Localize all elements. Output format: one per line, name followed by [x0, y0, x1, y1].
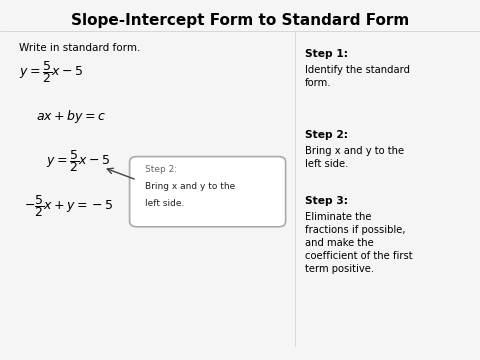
Text: Eliminate the
fractions if possible,
and make the
coefficient of the first
term : Eliminate the fractions if possible, and…	[305, 212, 412, 274]
Text: left side.: left side.	[145, 199, 185, 208]
Text: Step 1:: Step 1:	[305, 49, 348, 59]
Text: Step 3:: Step 3:	[305, 196, 348, 206]
Text: $ax+by=c$: $ax+by=c$	[36, 108, 106, 125]
Text: Write in standard form.: Write in standard form.	[19, 43, 141, 53]
Text: $y=\dfrac{5}{2}x-5$: $y=\dfrac{5}{2}x-5$	[46, 148, 110, 174]
Text: Step 2:: Step 2:	[305, 130, 348, 140]
Text: Slope-Intercept Form to Standard Form: Slope-Intercept Form to Standard Form	[71, 13, 409, 28]
Text: Bring x and y to the: Bring x and y to the	[145, 182, 236, 191]
Text: Identify the standard
form.: Identify the standard form.	[305, 65, 410, 87]
Text: Bring x and y to the
left side.: Bring x and y to the left side.	[305, 146, 404, 168]
FancyBboxPatch shape	[130, 157, 286, 227]
Text: $-\dfrac{5}{2}x+y=-5$: $-\dfrac{5}{2}x+y=-5$	[24, 193, 114, 219]
Text: $y=\dfrac{5}{2}x-5$: $y=\dfrac{5}{2}x-5$	[19, 59, 84, 85]
Text: Step 2:: Step 2:	[145, 165, 178, 174]
